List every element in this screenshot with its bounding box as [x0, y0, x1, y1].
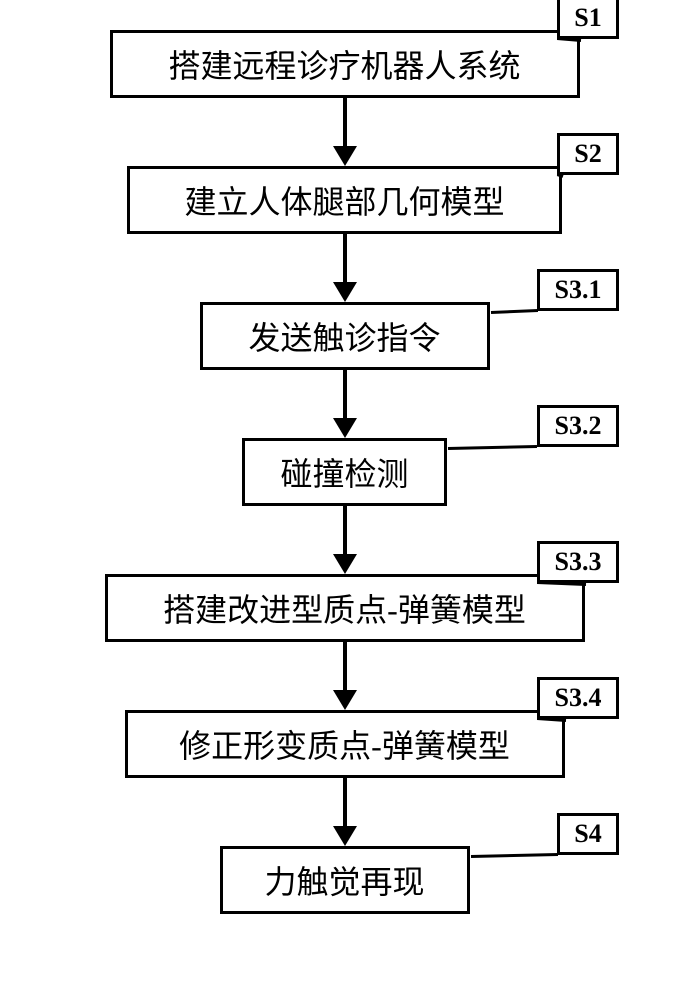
tag-connector-line: [490, 309, 537, 314]
step-tag-label: S2: [574, 139, 601, 169]
tag-connector-line: [470, 853, 557, 858]
flow-step-label: 搭建改进型质点-弹簧模型: [163, 585, 526, 631]
step-tag-label: S3.3: [555, 547, 602, 577]
arrow-head-icon: [333, 826, 357, 846]
flow-step-box: 搭建远程诊疗机器人系统S1: [110, 30, 580, 98]
flow-step-label: 建立人体腿部几何模型: [184, 177, 504, 223]
arrow-head-icon: [333, 418, 357, 438]
arrow-line: [343, 98, 347, 146]
flowchart-container: 搭建远程诊疗机器人系统S1 建立人体腿部几何模型S2 发送触诊指令S3.1 碰撞检测S…: [105, 30, 585, 914]
arrow-line: [343, 778, 347, 826]
arrow-head-icon: [333, 690, 357, 710]
step-tag-label: S1: [574, 3, 601, 33]
step-tag: S3.4: [537, 677, 619, 719]
flow-arrow: [333, 506, 357, 574]
arrow-line: [343, 370, 347, 418]
step-tag: S3.1: [537, 269, 619, 311]
step-tag: S3.2: [537, 405, 619, 447]
arrow-line: [343, 234, 347, 282]
flow-step-box: 碰撞检测S3.2: [242, 438, 447, 506]
step-tag-label: S3.2: [555, 411, 602, 441]
tag-connector-line: [448, 445, 537, 450]
flow-step-box: 修正形变质点-弹簧模型S3.4: [125, 710, 565, 778]
flow-arrow: [333, 370, 357, 438]
flow-step-label: 力触觉再现: [264, 857, 424, 903]
flow-step-box: 力触觉再现S4: [220, 846, 470, 914]
step-tag: S2: [557, 133, 619, 175]
flow-step-box: 建立人体腿部几何模型S2: [127, 166, 562, 234]
flow-arrow: [333, 98, 357, 166]
step-tag: S4: [557, 813, 619, 855]
flow-step-box: 发送触诊指令S3.1: [200, 302, 490, 370]
flow-step-label: 发送触诊指令: [248, 313, 440, 359]
step-tag-label: S3.4: [555, 683, 602, 713]
step-tag-label: S3.1: [555, 275, 602, 305]
arrow-head-icon: [333, 282, 357, 302]
arrow-head-icon: [333, 554, 357, 574]
arrow-line: [343, 506, 347, 554]
flow-arrow: [333, 642, 357, 710]
flow-arrow: [333, 778, 357, 846]
flow-step-label: 碰撞检测: [280, 449, 408, 495]
flow-arrow: [333, 234, 357, 302]
arrow-head-icon: [333, 146, 357, 166]
flow-step-box: 搭建改进型质点-弹簧模型S3.3: [105, 574, 585, 642]
step-tag: S3.3: [537, 541, 619, 583]
step-tag-label: S4: [574, 819, 601, 849]
flow-step-label: 修正形变质点-弹簧模型: [179, 721, 510, 767]
flow-step-label: 搭建远程诊疗机器人系统: [168, 41, 520, 87]
step-tag: S1: [557, 0, 619, 39]
arrow-line: [343, 642, 347, 690]
